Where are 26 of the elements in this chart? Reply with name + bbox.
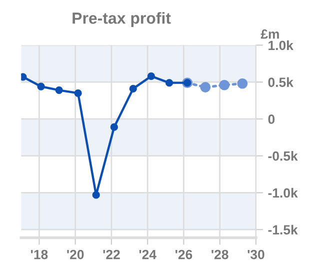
point [55,86,63,94]
y-axis-title: £m [260,29,279,39]
y-tick-label: -1.5k [268,224,298,235]
x-tick-label: '22 [103,250,120,260]
chart-title: Pre-tax profit [72,12,171,27]
point [147,72,156,80]
x-tick-label: '26 [176,250,192,260]
y-tick-label: 0.5k [268,77,294,87]
point [74,89,82,97]
y-tick-label: 0 [268,114,275,124]
x-tick-label: '28 [212,250,228,260]
x-tick-label: '20 [67,250,84,260]
point [219,80,230,90]
point [200,82,211,92]
y-tick-label: 1.0k [268,40,294,50]
point [237,78,248,89]
y-tick-label: -0.5k [268,151,298,161]
x-tick-label: '24 [139,250,156,260]
point [110,123,118,131]
x-tick-label: '18 [31,250,48,260]
point [37,82,45,90]
point [129,84,137,93]
point [165,78,174,87]
y-tick-label: -1.0k [268,188,298,198]
x-tick-label: '30 [248,250,264,260]
point [92,191,100,199]
